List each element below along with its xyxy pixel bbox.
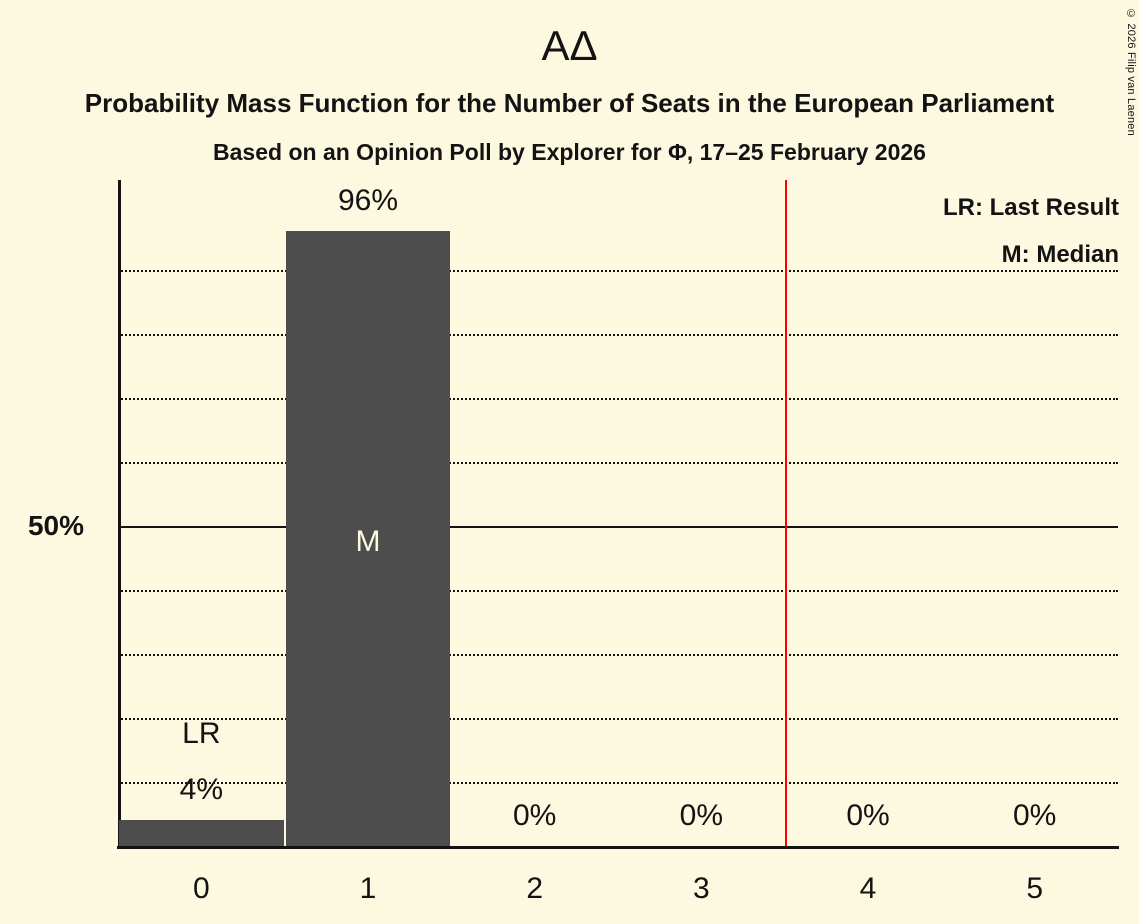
bar bbox=[285, 231, 451, 846]
gridline-minor bbox=[118, 397, 1118, 400]
y-axis-line bbox=[118, 180, 121, 846]
median-marker: M bbox=[355, 524, 381, 558]
x-tick-label: 4 bbox=[859, 872, 877, 905]
x-tick-label: 0 bbox=[192, 872, 210, 905]
legend-entry-median: M: Median bbox=[1001, 241, 1119, 268]
gridline-minor bbox=[118, 717, 1118, 720]
bar bbox=[119, 820, 284, 846]
majority-threshold-line bbox=[784, 180, 787, 846]
x-tick-label: 2 bbox=[526, 872, 543, 905]
chart-title: ΑΔ bbox=[541, 22, 598, 69]
bar-value-label: 4% bbox=[179, 773, 224, 807]
bar-value-label: 0% bbox=[1012, 799, 1057, 832]
x-tick-label: 3 bbox=[692, 872, 710, 905]
legend-entry-last-result: LR: Last Result bbox=[942, 194, 1119, 221]
gridline-minor bbox=[118, 333, 1118, 336]
x-tick-label: 1 bbox=[359, 872, 377, 905]
copyright-notice: © 2026 Filip van Laenen bbox=[1125, 8, 1137, 136]
last-result-marker: LR bbox=[182, 717, 221, 751]
gridline-minor bbox=[118, 589, 1118, 592]
plot-area bbox=[117, 180, 1119, 849]
x-tick-label: 5 bbox=[1026, 872, 1043, 905]
bar-value-label: 0% bbox=[679, 799, 724, 832]
bar-value-label: 96% bbox=[337, 184, 399, 218]
bar-value-label: 0% bbox=[846, 799, 890, 832]
chart-subtitle: Probability Mass Function for the Number… bbox=[84, 88, 1055, 118]
gridline-major bbox=[118, 525, 1118, 528]
gridline-minor bbox=[118, 781, 1118, 784]
x-axis-line bbox=[117, 846, 1119, 849]
bar-value-label: 0% bbox=[512, 799, 557, 832]
gridline-minor bbox=[118, 461, 1118, 464]
chart-legend: LR: Last Result M: Median bbox=[943, 184, 1119, 278]
gridline-minor bbox=[118, 269, 1118, 272]
gridline-minor bbox=[118, 653, 1118, 656]
chart-subsubtitle: Based on an Opinion Poll by Explorer for… bbox=[213, 139, 926, 165]
y-tick-label: 50% bbox=[27, 509, 84, 541]
